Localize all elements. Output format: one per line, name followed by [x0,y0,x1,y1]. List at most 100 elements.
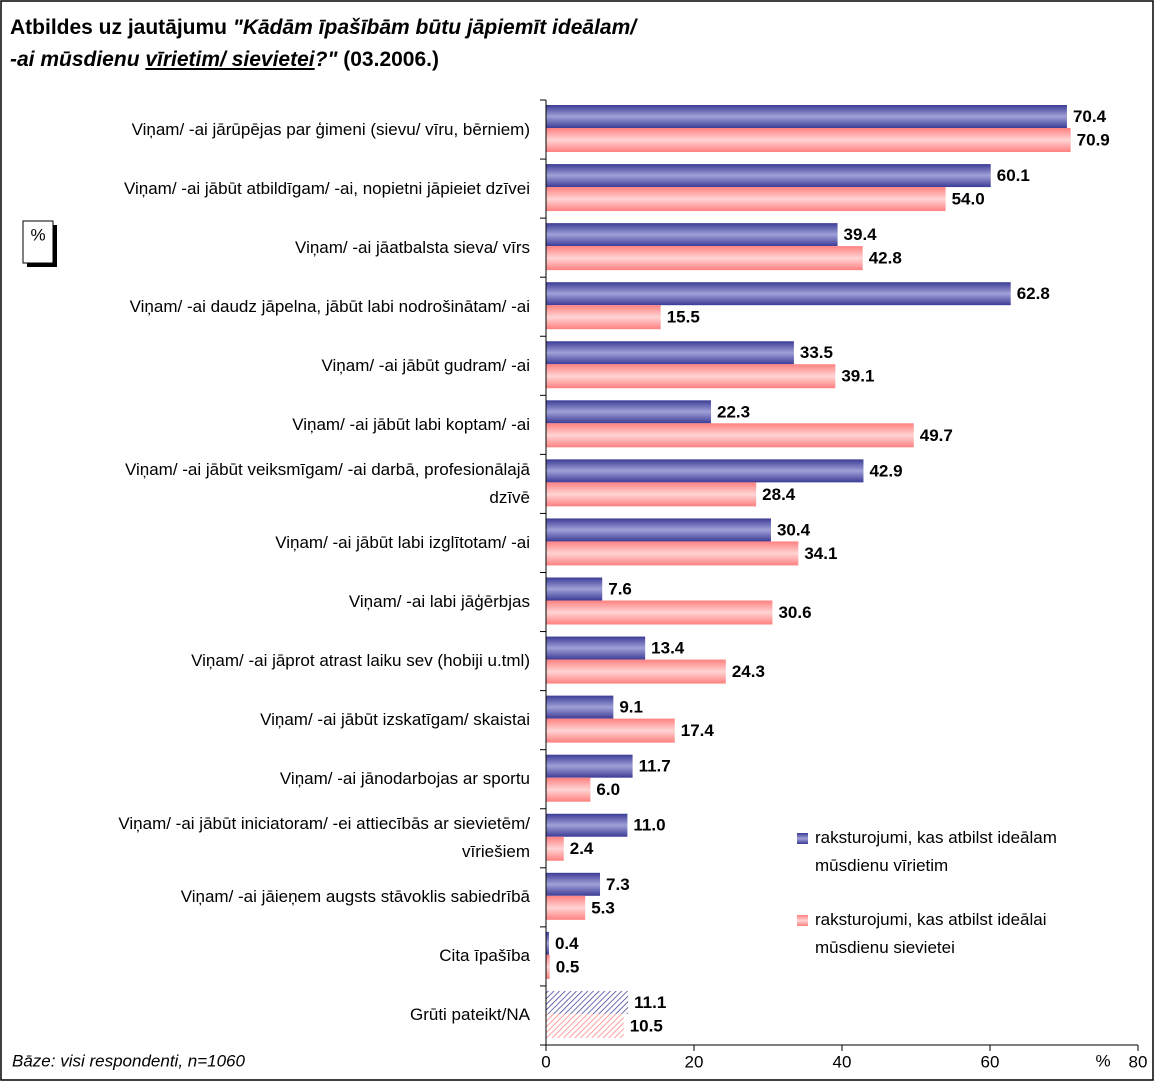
category-label: Viņam/ -ai jābūt veiksmīgam/ -ai darbā, … [124,459,530,507]
value-label: 62.8 [1017,284,1050,303]
title-part: -ai mūsdienu [10,48,146,71]
title-part: "Kādām īpašībām būtu jāpiemīt ideālam/ [232,16,637,39]
category-label: Viņam/ -ai jābūt gudram/ -ai [321,355,530,375]
value-label: 11.0 [633,816,665,835]
bar [546,187,946,212]
bar [546,813,628,837]
bar [546,459,864,483]
category-label: Viņam/ -ai daudz jāpelna, jābūt labi nod… [129,296,530,316]
category-label: Viņam/ -ai jābūt iniciatoram/ -ei attiec… [118,814,530,862]
bar [546,777,591,802]
value-label: 11.7 [639,757,671,776]
value-label: 54.0 [952,190,985,209]
category-label: Viņam/ -ai jānodarbojas ar sportu [279,769,530,789]
value-label: 13.4 [651,639,685,658]
legend-swatch [797,833,808,844]
bar [546,105,1067,128]
value-label: 39.4 [844,225,878,244]
unit-box [22,220,54,264]
bar [546,518,771,542]
bar [546,577,603,601]
legend-label: raksturojumi, kas atbilst ideālam mūsdie… [815,828,1057,875]
bar [546,223,838,247]
value-label: 30.4 [777,520,811,539]
bar [546,754,633,778]
value-label: 42.8 [869,249,902,268]
value-label: 60.1 [997,166,1030,185]
bar [546,364,836,389]
category-label: Viņam/ -ai jābūt labi koptam/ -ai [292,414,530,434]
value-label: 9.1 [619,698,643,717]
bar [546,423,914,448]
bar [546,400,712,424]
title-part: Atbildes uz jautājumu [10,16,233,39]
bar [546,282,1011,306]
value-label: 11.1 [634,993,666,1012]
legend-label: raksturojumi, kas atbilst ideālai mūsdie… [815,910,1047,957]
bar [546,246,863,271]
x-tick-label: 40 [833,1052,852,1071]
bar [546,931,549,955]
value-label: 10.5 [630,1016,663,1035]
value-label: 5.3 [591,898,615,917]
bar [546,541,799,566]
value-label: 70.9 [1077,130,1110,149]
value-label: 15.5 [667,308,700,327]
category-label: Viņam/ -ai jārūpējas par ģimeni (sievu/ … [131,119,530,139]
bar [546,872,601,896]
bar [546,636,646,660]
category-label: Viņam/ -ai jāieņem augsts stāvoklis sabi… [180,887,530,907]
bar [546,341,794,365]
category-label: Viņam/ -ai jāprot atrast laiku sev (hobi… [191,651,530,671]
bar [546,600,773,625]
title-part: vīrietim/ sievietei [145,48,315,71]
title-part: (03.2006.) [337,48,439,71]
x-tick-label: 60 [981,1052,1000,1071]
value-label: 42.9 [869,461,902,480]
value-label: 39.1 [841,367,874,386]
value-label: 2.4 [570,839,594,858]
category-label: Viņam/ -ai jāatbalsta sieva/ vīrs [295,237,530,257]
value-label: 7.3 [606,875,630,894]
value-label: 17.4 [681,721,715,740]
value-label: 0.5 [556,957,580,976]
bar [546,659,726,684]
bar [546,990,629,1014]
x-tick-label: 80 [1129,1052,1148,1071]
x-tick-label: 0 [541,1052,550,1071]
category-label: Viņam/ -ai jābūt atbildīgam/ -ai, nopiet… [123,178,530,198]
category-label: Grūti pateikt/NA [410,1005,530,1025]
category-label: Viņam/ -ai jābūt labi izglītotam/ -ai [275,532,530,552]
category-label: Viņam/ -ai jābūt izskatīgam/ skaistai [260,710,530,730]
bar [546,128,1071,152]
value-label: 22.3 [717,402,750,421]
bar [546,1013,624,1038]
legend-swatch [797,915,808,926]
value-label: 6.0 [596,780,620,799]
value-label: 0.4 [555,934,579,953]
bar [546,954,550,979]
category-label: Cita īpašība [439,946,530,966]
value-label: 33.5 [800,343,833,362]
title-part: ?" [314,48,338,71]
footnote: Bāze: visi respondenti, n=1060 [12,1051,246,1070]
x-axis-label: % [1095,1051,1110,1070]
value-label: 7.6 [608,579,632,598]
value-label: 34.1 [804,544,837,563]
bar [546,836,564,861]
bar [546,718,675,743]
bar [546,305,661,330]
category-label: Viņam/ -ai labi jāģērbjas [348,592,530,612]
value-label: 30.6 [778,603,811,622]
bar [546,895,586,920]
value-label: 24.3 [732,662,765,681]
unit-box-label: % [30,225,45,244]
value-label: 70.4 [1073,107,1107,126]
bar [546,695,614,719]
bar [546,482,757,507]
value-label: 49.7 [920,426,953,445]
bar [546,164,991,188]
